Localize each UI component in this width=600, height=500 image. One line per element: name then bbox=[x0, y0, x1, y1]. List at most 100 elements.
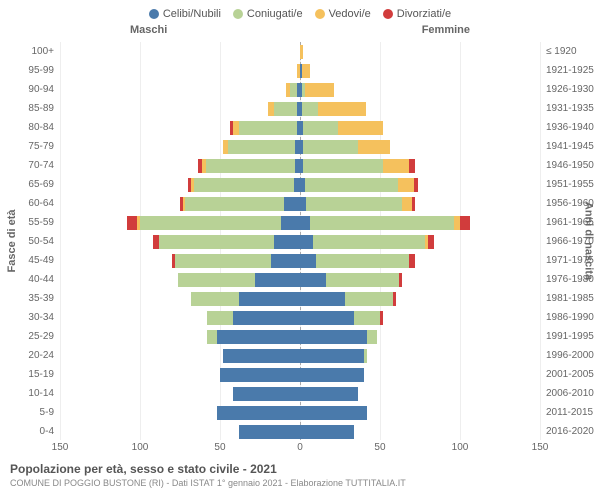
x-tick: 50 bbox=[374, 442, 385, 453]
pyramid-row bbox=[60, 270, 540, 289]
female-half bbox=[300, 289, 540, 308]
pyramid-row bbox=[60, 99, 540, 118]
legend-swatch bbox=[315, 9, 325, 19]
age-label: 20-24 bbox=[28, 346, 54, 365]
x-tick: 0 bbox=[297, 442, 303, 453]
age-label: 85-89 bbox=[28, 99, 54, 118]
age-label: 70-74 bbox=[28, 156, 54, 175]
male-half bbox=[60, 232, 300, 251]
legend-label: Celibi/Nubili bbox=[163, 8, 221, 20]
age-label: 60-64 bbox=[28, 194, 54, 213]
male-half bbox=[60, 80, 300, 99]
age-label: 0-4 bbox=[28, 422, 54, 441]
bar-segment bbox=[140, 216, 281, 230]
legend-swatch bbox=[149, 9, 159, 19]
female-half bbox=[300, 384, 540, 403]
male-half bbox=[60, 137, 300, 156]
bar-segment bbox=[460, 216, 470, 230]
female-half bbox=[300, 99, 540, 118]
bar-segment bbox=[217, 406, 300, 420]
pyramid-row bbox=[60, 308, 540, 327]
birth-label: 1941-1945 bbox=[546, 137, 594, 156]
bar-segment bbox=[159, 235, 274, 249]
legend-swatch bbox=[233, 9, 243, 19]
bar-segment bbox=[412, 197, 415, 211]
birth-label: 2001-2005 bbox=[546, 365, 594, 384]
legend-label: Vedovi/e bbox=[329, 8, 371, 20]
age-label: 65-69 bbox=[28, 175, 54, 194]
bar-segment bbox=[300, 330, 367, 344]
bar-segment bbox=[402, 197, 412, 211]
legend: Celibi/Nubili Coniugati/e Vedovi/e Divorzia… bbox=[0, 0, 600, 24]
male-half bbox=[60, 308, 300, 327]
bar-segment bbox=[302, 64, 310, 78]
bar-segment bbox=[306, 197, 402, 211]
bar-segment bbox=[175, 254, 271, 268]
bar-segment bbox=[300, 216, 310, 230]
bar-segment bbox=[220, 368, 300, 382]
bar-segment bbox=[239, 121, 297, 135]
birth-label: 1976-1980 bbox=[546, 270, 594, 289]
bar-segment bbox=[428, 235, 434, 249]
female-half bbox=[300, 175, 540, 194]
x-tick: 100 bbox=[132, 442, 149, 453]
birth-label: 2006-2010 bbox=[546, 384, 594, 403]
bar-segment bbox=[326, 273, 400, 287]
bar-segment bbox=[300, 425, 354, 439]
bar-segment bbox=[233, 387, 300, 401]
age-label: 75-79 bbox=[28, 137, 54, 156]
bar-segment bbox=[393, 292, 396, 306]
bar-segment bbox=[300, 45, 303, 59]
legend-label: Coniugati/e bbox=[247, 8, 303, 20]
chart-title: Popolazione per età, sesso e stato civil… bbox=[10, 462, 590, 476]
bar-segment bbox=[302, 102, 318, 116]
female-half bbox=[300, 213, 540, 232]
pyramid-row bbox=[60, 289, 540, 308]
pyramid-row bbox=[60, 384, 540, 403]
male-half bbox=[60, 270, 300, 289]
bar-segment bbox=[300, 349, 364, 363]
age-label: 100+ bbox=[28, 42, 54, 61]
age-label: 30-34 bbox=[28, 308, 54, 327]
bar-segment bbox=[345, 292, 393, 306]
birth-label: 1951-1955 bbox=[546, 175, 594, 194]
birth-label: 1956-1960 bbox=[546, 194, 594, 213]
bar-segment bbox=[399, 273, 402, 287]
legend-label: Divorziati/e bbox=[397, 8, 451, 20]
pyramid-row bbox=[60, 213, 540, 232]
bar-segment bbox=[178, 273, 255, 287]
bar-segment bbox=[316, 254, 409, 268]
age-label: 5-9 bbox=[28, 403, 54, 422]
bars-container bbox=[60, 42, 540, 440]
birth-label: 1926-1930 bbox=[546, 80, 594, 99]
x-tick: 150 bbox=[532, 442, 549, 453]
bar-segment bbox=[305, 83, 334, 97]
x-tick: 100 bbox=[452, 442, 469, 453]
age-label: 35-39 bbox=[28, 289, 54, 308]
birth-label: 1961-1965 bbox=[546, 213, 594, 232]
birth-label: 1986-1990 bbox=[546, 308, 594, 327]
bar-segment bbox=[367, 330, 377, 344]
bar-segment bbox=[409, 254, 415, 268]
chart-footer: Popolazione per età, sesso e stato civil… bbox=[0, 456, 600, 488]
bar-segment bbox=[354, 311, 380, 325]
female-half bbox=[300, 61, 540, 80]
bar-segment bbox=[284, 197, 300, 211]
bar-segment bbox=[274, 102, 296, 116]
bar-segment bbox=[300, 368, 364, 382]
bar-segment bbox=[398, 178, 414, 192]
bar-segment bbox=[239, 425, 300, 439]
male-half bbox=[60, 365, 300, 384]
age-label: 25-29 bbox=[28, 327, 54, 346]
bar-segment bbox=[185, 197, 284, 211]
female-half bbox=[300, 194, 540, 213]
birth-label: 1921-1925 bbox=[546, 61, 594, 80]
bar-segment bbox=[223, 349, 300, 363]
grid-line bbox=[540, 42, 541, 440]
bar-segment bbox=[409, 159, 415, 173]
female-half bbox=[300, 270, 540, 289]
bar-segment bbox=[206, 159, 296, 173]
bar-segment bbox=[300, 387, 358, 401]
male-half bbox=[60, 327, 300, 346]
bar-segment bbox=[271, 254, 300, 268]
